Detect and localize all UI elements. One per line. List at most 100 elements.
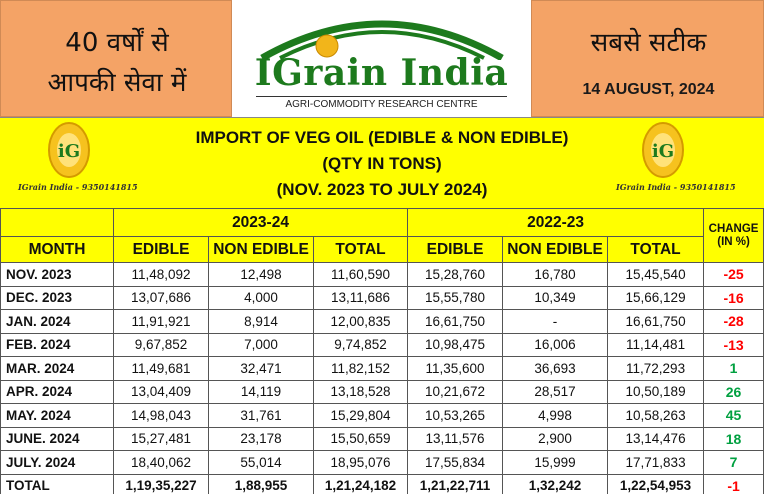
value-cell: 15,45,540 [607, 262, 705, 287]
logo-subtitle: AGRI-COMMODITY RESEARCH CENTRE [256, 96, 507, 110]
value-cell: 15,999 [502, 450, 609, 475]
column-header: EDIBLE [113, 236, 209, 263]
value-cell: 11,82,152 [312, 356, 409, 381]
value-cell: 16,61,750 [607, 309, 705, 334]
total-row: TOTAL 1,19,35,227 1,88,955 1,21,24,182 1,21,… [0, 473, 764, 494]
change-cell: 18 [703, 426, 764, 451]
value-cell: 1,21,22,711 [407, 473, 504, 494]
table-row: MAR. 2024 11,49,681 32,471 11,82,152 11,35,6… [0, 356, 764, 381]
period-a-header: 2023-24 [112, 208, 409, 237]
blank-header-cell [0, 208, 114, 237]
month-cell: NOV. 2023 [0, 262, 114, 287]
month-cell: JULY. 2024 [0, 450, 114, 475]
value-cell: 11,91,921 [113, 309, 209, 334]
value-cell: 28,517 [502, 379, 609, 404]
month-cell: TOTAL [0, 473, 114, 494]
header-right-panel: सबसे सटीक 14 AUGUST, 2024 [531, 0, 764, 117]
tagline-line1: 40 वर्षों से [65, 28, 169, 58]
value-cell: 10,53,265 [407, 403, 504, 428]
value-cell: 11,49,681 [113, 356, 209, 381]
value-cell: 4,998 [502, 403, 609, 428]
change-cell: 1 [703, 356, 764, 381]
contact-left: IGrain India - 9350141815 [18, 182, 138, 192]
tagline-right: सबसे सटीक [590, 28, 707, 58]
value-cell: 15,55,780 [407, 285, 504, 310]
change-cell: -1 [703, 473, 764, 494]
table-row: JUNE. 2024 15,27,481 23,178 15,50,659 13,11,… [0, 426, 764, 451]
logo-arc-icon [260, 20, 504, 60]
value-cell: 15,29,804 [312, 403, 409, 428]
value-cell: 1,22,54,953 [607, 473, 705, 494]
value-cell: 15,50,659 [312, 426, 409, 451]
column-header: MONTH [0, 236, 114, 263]
month-cell: APR. 2024 [0, 379, 114, 404]
table-row: APR. 2024 13,04,409 14,119 13,18,528 10,21,6… [0, 379, 764, 404]
logo-title: IGrain India [254, 52, 509, 94]
column-header: EDIBLE [407, 236, 504, 263]
header-banner: 40 वर्षों से आपकी सेवा में IGrain India … [0, 0, 764, 117]
value-cell: 1,32,242 [502, 473, 609, 494]
value-cell: 1,21,24,182 [312, 473, 409, 494]
value-cell: 16,61,750 [407, 309, 504, 334]
value-cell: 7,000 [208, 332, 314, 357]
change-cell: -28 [703, 309, 764, 334]
report-title: IMPORT OF VEG OIL (EDIBLE & NON EDIBLE) [195, 128, 569, 147]
value-cell: - [502, 309, 609, 334]
value-cell: 13,11,686 [312, 285, 409, 310]
value-cell: 11,35,600 [407, 356, 504, 381]
igrain-badge-icon: iG [642, 122, 684, 178]
table-row: JULY. 2024 18,40,062 55,014 18,95,076 17,55,… [0, 450, 764, 475]
month-cell: JUNE. 2024 [0, 426, 114, 451]
column-header: NON EDIBLE [502, 236, 609, 263]
value-cell: 36,693 [502, 356, 609, 381]
period-header-row: 2023-24 2022-23 CHANGE (IN %) [0, 208, 764, 263]
value-cell: 1,19,35,227 [113, 473, 209, 494]
table-row: DEC. 2023 13,07,686 4,000 13,11,686 15,55,78… [0, 285, 764, 310]
table-row: MAY. 2024 14,98,043 31,761 15,29,804 10,53,2… [0, 403, 764, 428]
table-row: JAN. 2024 11,91,921 8,914 12,00,835 16,61,75… [0, 309, 764, 334]
change-header: CHANGE (IN %) [703, 208, 764, 263]
title-band: iG IGrain India - 9350141815 IMPORT OF V… [0, 117, 764, 208]
value-cell: 23,178 [208, 426, 314, 451]
column-header-row: MONTH EDIBLE NON EDIBLE TOTAL EDIBLE NON… [0, 236, 764, 263]
value-cell: 13,18,528 [312, 379, 409, 404]
value-cell: 10,50,189 [607, 379, 705, 404]
value-cell: 13,07,686 [113, 285, 209, 310]
value-cell: 15,66,129 [607, 285, 705, 310]
value-cell: 13,11,576 [407, 426, 504, 451]
column-header: NON EDIBLE [208, 236, 314, 263]
value-cell: 11,48,092 [113, 262, 209, 287]
table-body: NOV. 2023 11,48,092 12,498 11,60,590 15,28,7… [0, 262, 764, 494]
change-cell: 7 [703, 450, 764, 475]
logo: IGrain India AGRI-COMMODITY RESEARCH CEN… [232, 0, 531, 117]
value-cell: 55,014 [208, 450, 314, 475]
header-left-panel: 40 वर्षों से आपकी सेवा में [0, 0, 232, 117]
value-cell: 14,98,043 [113, 403, 209, 428]
value-cell: 15,28,760 [407, 262, 504, 287]
value-cell: 12,00,835 [312, 309, 409, 334]
value-cell: 14,119 [208, 379, 314, 404]
value-cell: 15,27,481 [113, 426, 209, 451]
value-cell: 4,000 [208, 285, 314, 310]
month-cell: MAY. 2024 [0, 403, 114, 428]
change-cell: 26 [703, 379, 764, 404]
value-cell: 10,58,263 [607, 403, 705, 428]
period-b-header: 2022-23 [407, 208, 705, 237]
change-cell: 45 [703, 403, 764, 428]
value-cell: 10,349 [502, 285, 609, 310]
table-row: NOV. 2023 11,48,092 12,498 11,60,590 15,28,7… [0, 262, 764, 287]
value-cell: 13,14,476 [607, 426, 705, 451]
value-cell: 8,914 [208, 309, 314, 334]
column-header: TOTAL [607, 236, 705, 263]
value-cell: 32,471 [208, 356, 314, 381]
table-row: FEB. 2024 9,67,852 7,000 9,74,852 10,98,475 1… [0, 332, 764, 357]
value-cell: 9,74,852 [312, 332, 409, 357]
value-cell: 11,14,481 [607, 332, 705, 357]
value-cell: 10,98,475 [407, 332, 504, 357]
value-cell: 16,006 [502, 332, 609, 357]
value-cell: 18,40,062 [113, 450, 209, 475]
value-cell: 11,72,293 [607, 356, 705, 381]
tagline-line2: आपकी सेवा में [47, 68, 187, 98]
value-cell: 11,60,590 [312, 262, 409, 287]
value-cell: 17,71,833 [607, 450, 705, 475]
